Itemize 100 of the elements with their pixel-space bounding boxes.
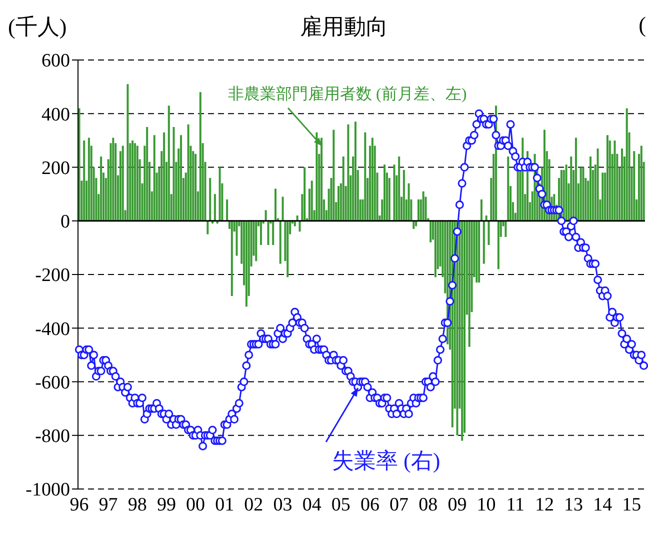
bar (112, 138, 114, 221)
bar (255, 220, 258, 262)
x-tick-label: 97 (98, 494, 118, 516)
bar (199, 92, 202, 221)
bar (482, 220, 485, 264)
bar (602, 172, 604, 221)
bar (304, 167, 306, 221)
x-tick-label: 01 (215, 494, 234, 516)
bar (621, 148, 624, 221)
bar (461, 220, 464, 441)
bar (163, 132, 166, 221)
x-tick-label: 04 (302, 494, 322, 516)
chart-title: 雇用動向 (300, 13, 388, 41)
x-tick-label: 06 (360, 494, 380, 516)
bar (230, 220, 233, 296)
series-label: 失業率 (右) (332, 447, 440, 475)
bar (172, 127, 175, 221)
bar (354, 122, 356, 221)
y-tick-label: 400 (42, 104, 70, 126)
bar (497, 220, 500, 270)
bar (168, 106, 170, 221)
bar (218, 167, 221, 221)
bar (214, 194, 216, 221)
bar (417, 199, 420, 221)
bar (398, 156, 400, 221)
x-tick-label: 02 (244, 494, 264, 516)
bar (371, 138, 374, 221)
bar (122, 146, 124, 221)
bar (347, 124, 350, 221)
bar (468, 220, 470, 347)
bar (180, 135, 182, 221)
bar (264, 210, 267, 221)
bar (83, 140, 86, 221)
bar (430, 220, 432, 242)
bar (153, 135, 156, 221)
bar (136, 146, 138, 221)
bar (279, 220, 282, 264)
bar (274, 188, 277, 221)
x-tick-label: 96 (70, 494, 89, 516)
bar (282, 196, 284, 221)
bar (132, 140, 134, 221)
bar (134, 143, 136, 221)
x-tick-label: 14 (593, 494, 613, 516)
bar (476, 220, 478, 283)
bar (338, 186, 340, 221)
bar (384, 164, 386, 221)
bar (434, 220, 436, 278)
x-tick-label: 13 (564, 494, 584, 516)
bar (209, 178, 212, 221)
bar (408, 183, 410, 221)
x-tick-label: 10 (476, 494, 496, 516)
y-tick-label: -1000 (26, 480, 70, 501)
y-tick-label: -600 (35, 372, 70, 394)
x-tick-label: 99 (156, 494, 176, 516)
bar (633, 151, 636, 221)
text: ( (638, 12, 646, 38)
x-tick-label: 08 (418, 494, 438, 516)
bar (146, 127, 148, 221)
bar (480, 199, 482, 221)
x-tick-label: 09 (448, 494, 467, 516)
x-tick-label: 11 (506, 494, 525, 516)
bar (298, 220, 301, 232)
bar (488, 220, 490, 246)
bar (187, 124, 190, 221)
bar (286, 220, 289, 278)
bar (272, 220, 274, 246)
bar (422, 191, 424, 221)
bar (614, 140, 616, 221)
bar (206, 220, 209, 234)
bar (596, 148, 599, 221)
bar (236, 220, 238, 256)
bar (626, 108, 628, 221)
bar (226, 199, 228, 221)
series-label: 非農業部門雇用者数 (前月差、左) (228, 84, 467, 105)
y-tick-label: 0 (60, 212, 70, 233)
x-tick-label: 03 (273, 494, 292, 516)
x-tick-label: 07 (390, 494, 409, 516)
bar (478, 220, 480, 283)
y-tick-label: -200 (35, 265, 70, 286)
bar (565, 164, 568, 221)
bar (320, 138, 323, 221)
bar (126, 84, 129, 221)
bar (580, 167, 582, 221)
bar (507, 156, 510, 221)
bar (393, 164, 396, 221)
y-tick-label: -400 (35, 318, 70, 340)
bar (88, 138, 90, 221)
bar (245, 220, 248, 307)
x-tick-label: 00 (186, 494, 206, 516)
y-tick-label: -800 (35, 426, 70, 448)
x-tick-label: 98 (128, 494, 147, 516)
bar (310, 180, 313, 221)
bar (260, 220, 262, 246)
y-axis-title: (千人) (8, 13, 67, 41)
x-tick-label: 12 (534, 494, 554, 516)
bar (267, 220, 270, 246)
bar (606, 135, 608, 221)
bar (364, 132, 366, 221)
bar (590, 156, 592, 221)
bar (100, 156, 102, 221)
